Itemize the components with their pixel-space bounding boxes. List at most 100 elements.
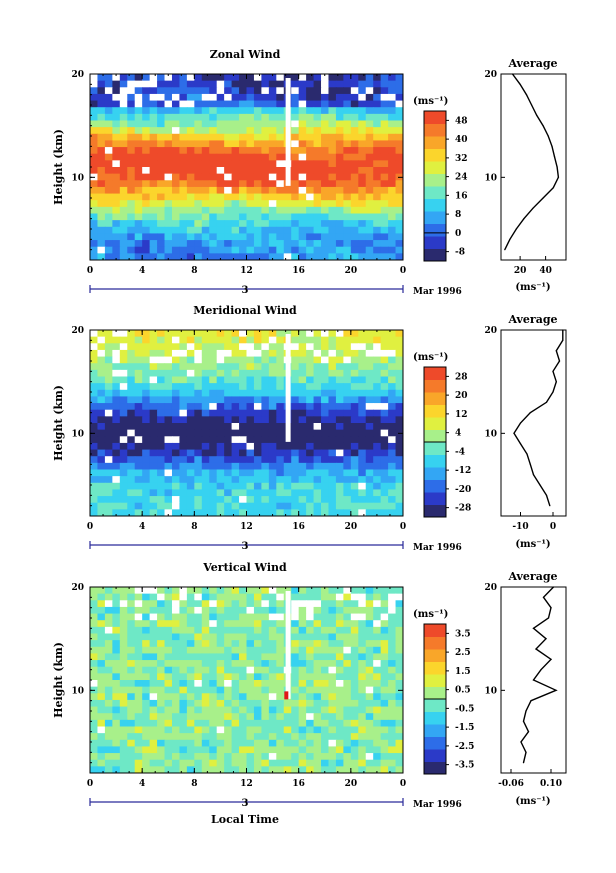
heatmap-cell (112, 606, 121, 615)
heatmap-cell (335, 363, 344, 371)
heatmap-cell (388, 680, 397, 688)
heatmap-cell (127, 343, 136, 351)
heatmap-cell (186, 120, 195, 128)
heatmap-cell (216, 646, 225, 655)
heatmap-cell (186, 753, 195, 761)
heatmap-cell (90, 640, 99, 648)
heatmap-cell (365, 160, 374, 168)
colorbar-tick-label: -12 (455, 466, 471, 476)
heatmap-cell (112, 653, 121, 661)
heatmap-cell (276, 396, 285, 404)
heatmap-cell (261, 587, 270, 595)
heatmap-cell (283, 456, 292, 464)
heatmap-cell (306, 343, 315, 351)
heatmap-cell (231, 489, 240, 497)
heatmap-cell (350, 633, 359, 641)
heatmap-cell (119, 726, 128, 734)
heatmap-cell (313, 336, 322, 344)
heatmap-cell (149, 640, 158, 648)
heatmap-cell (112, 213, 121, 221)
heatmap-cell (224, 403, 233, 411)
heatmap-cell (127, 693, 136, 701)
heatmap-cell (90, 213, 99, 221)
heatmap-cell (164, 363, 173, 371)
heatmap-cell (350, 693, 359, 701)
heatmap-cell (104, 186, 113, 195)
heatmap-cell (224, 640, 233, 648)
heatmap-cell (239, 713, 248, 721)
heatmap-cell (276, 167, 285, 175)
heatmap-cell (171, 476, 181, 484)
heatmap-cell (388, 107, 397, 115)
heatmap-cell (261, 633, 270, 641)
heatmap-cell (350, 706, 359, 714)
heatmap-cell (395, 699, 403, 708)
heatmap-cell (261, 160, 270, 168)
colorbar-tick-label: 40 (455, 135, 468, 145)
heatmap-cell (335, 160, 344, 168)
heatmap-cell (171, 666, 181, 674)
heatmap-cell (335, 759, 344, 767)
heatmap-cell (298, 349, 307, 358)
heatmap-cell (358, 436, 367, 444)
heatmap-cell (104, 660, 113, 668)
heatmap-cell (157, 613, 166, 621)
heatmap-cell (134, 87, 143, 95)
heatmap-cell (291, 626, 300, 635)
heatmap-cell (134, 640, 143, 648)
heatmap-cell (328, 160, 337, 168)
heatmap-cell (253, 449, 262, 457)
heatmap-cell (261, 680, 270, 688)
heatmap-cell (157, 200, 166, 208)
heatmap-cell (112, 153, 121, 161)
heatmap-cell (157, 653, 166, 661)
heatmap-cell (186, 87, 195, 95)
heatmap-cell (246, 462, 255, 471)
heatmap-cell (134, 336, 143, 344)
heatmap-cell (149, 147, 158, 155)
heatmap-cell (373, 646, 382, 655)
heatmap-cell (209, 706, 218, 714)
heatmap-cell (149, 719, 158, 728)
heatmap-cell (186, 140, 195, 148)
heatmap-cell (127, 356, 136, 364)
heatmap-cell (97, 423, 106, 431)
heatmap-cell (97, 160, 106, 168)
heatmap-cell (261, 733, 270, 741)
heatmap-cell (335, 140, 344, 148)
heatmap-cell (186, 160, 195, 168)
heatmap-cell (358, 496, 367, 504)
heatmap-cell (395, 369, 403, 378)
heatmap-cell (380, 403, 389, 411)
heatmap-cell (224, 436, 233, 444)
heatmap-cell (373, 213, 382, 221)
heatmap-cell (157, 620, 166, 628)
heatmap-cell (90, 240, 99, 248)
heatmap-cell (350, 600, 359, 608)
heatmap-cell (112, 173, 121, 181)
heatmap-cell (157, 600, 166, 608)
heatmap-cell (112, 680, 121, 688)
heatmap-cell (112, 240, 121, 248)
heatmap-cell (239, 462, 248, 471)
heatmap-cell (246, 733, 255, 741)
heatmap-cell (179, 587, 188, 595)
heatmap-cell (239, 719, 248, 728)
heatmap-cell (231, 733, 240, 741)
heatmap-cell (90, 456, 99, 464)
heatmap-cell (328, 502, 337, 510)
heatmap-cell (90, 100, 99, 108)
heatmap-cell (313, 74, 322, 82)
heatmap-cell (335, 449, 344, 457)
heatmap-cell (350, 100, 359, 108)
heatmap-cell (134, 666, 143, 674)
heatmap-cell (201, 133, 210, 142)
heatmap-cell (149, 587, 158, 595)
heatmap-cell (90, 153, 99, 161)
heatmap-cell (298, 746, 307, 754)
heatmap-cell (276, 153, 285, 161)
heatmap-cell (90, 746, 99, 754)
heatmap-cell (246, 482, 255, 491)
heatmap-cell (253, 646, 262, 655)
